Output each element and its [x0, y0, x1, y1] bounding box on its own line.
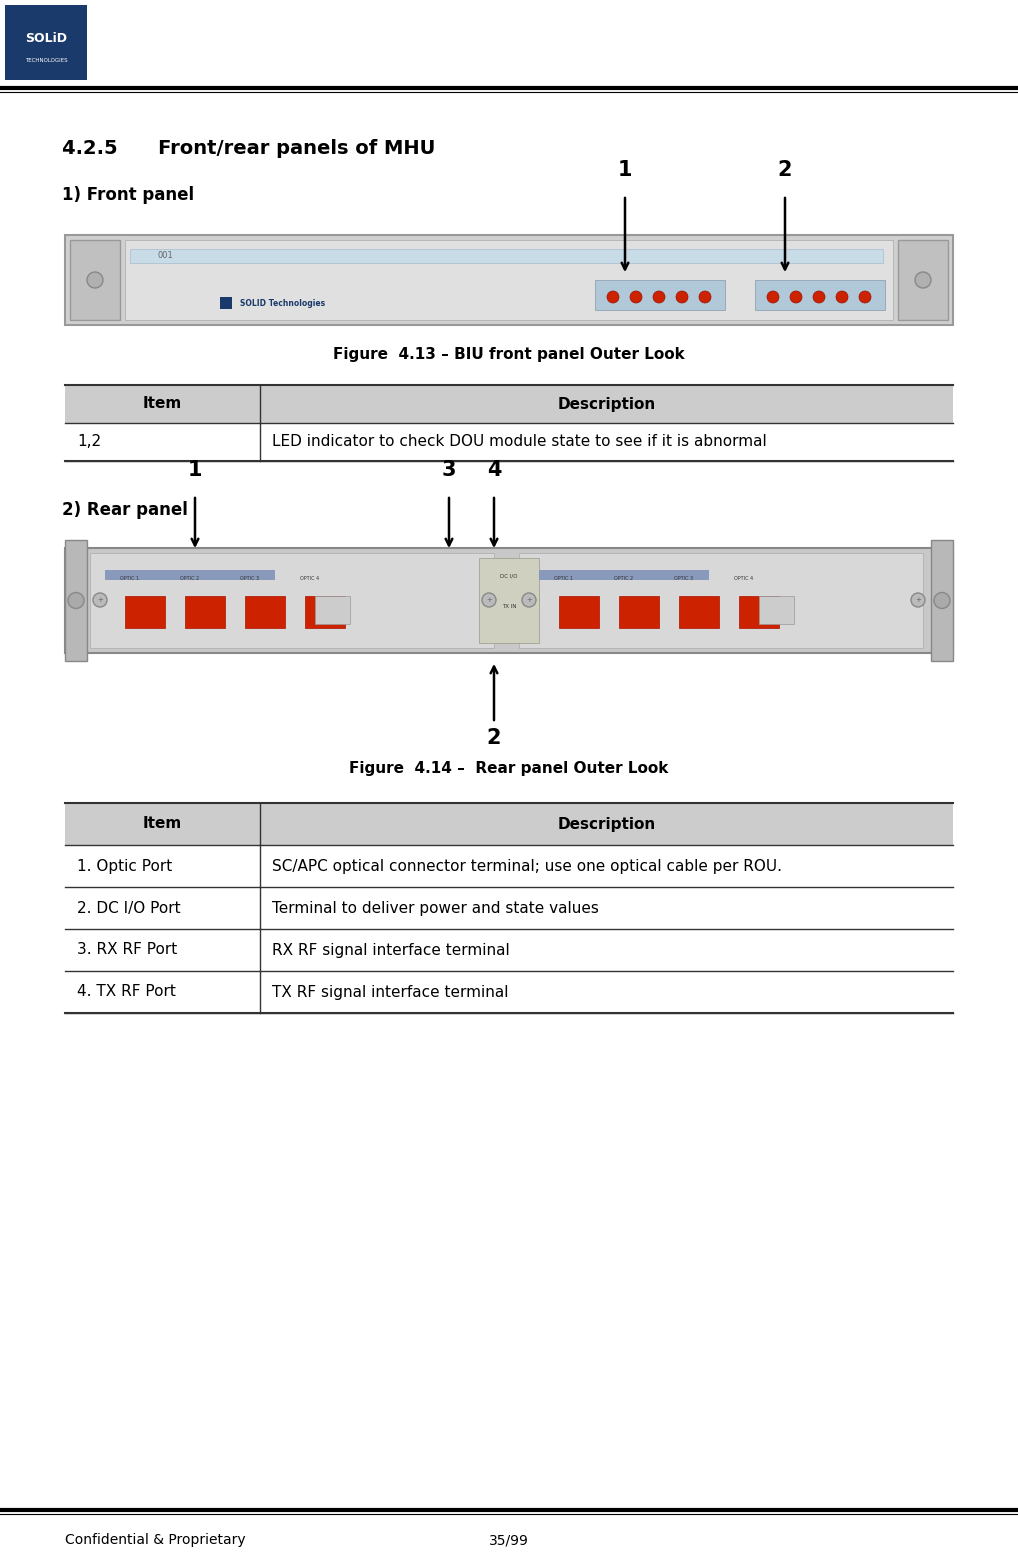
Circle shape	[68, 593, 84, 608]
Bar	[595, 279, 725, 310]
Text: OPTIC 2: OPTIC 2	[615, 576, 633, 580]
Circle shape	[934, 593, 950, 608]
Bar	[739, 596, 779, 629]
Text: 4: 4	[487, 460, 501, 480]
Bar	[539, 569, 709, 580]
Circle shape	[859, 292, 871, 303]
Bar	[65, 846, 953, 888]
Bar	[898, 240, 948, 320]
Bar	[759, 596, 794, 624]
Text: SOLiD: SOLiD	[25, 31, 67, 45]
Bar	[519, 552, 923, 647]
Text: OPTIC 1: OPTIC 1	[120, 576, 139, 580]
Text: DC I/O: DC I/O	[500, 574, 518, 579]
Bar	[931, 540, 953, 661]
Bar	[65, 540, 87, 661]
Text: RX RF signal interface terminal: RX RF signal interface terminal	[272, 942, 510, 958]
Bar	[65, 930, 953, 970]
Circle shape	[630, 292, 642, 303]
Text: OPTIC 4: OPTIC 4	[734, 576, 753, 580]
Bar	[70, 240, 120, 320]
Text: OPTIC 4: OPTIC 4	[300, 576, 320, 580]
Text: Figure  4.13 – BIU front panel Outer Look: Figure 4.13 – BIU front panel Outer Look	[333, 348, 685, 362]
Bar	[755, 279, 885, 310]
Text: 001: 001	[157, 251, 173, 259]
Bar	[559, 596, 599, 629]
Text: 1: 1	[187, 460, 203, 480]
Text: Figure  4.14 –  Rear panel Outer Look: Figure 4.14 – Rear panel Outer Look	[349, 761, 669, 775]
Circle shape	[813, 292, 825, 303]
Bar	[65, 236, 953, 324]
Text: OPTIC 3: OPTIC 3	[675, 576, 693, 580]
Text: SOLID Technologies: SOLID Technologies	[240, 298, 325, 307]
Text: TECHNOLOGIES: TECHNOLOGIES	[24, 58, 67, 62]
Text: 2. DC I/O Port: 2. DC I/O Port	[77, 900, 180, 916]
Text: OPTIC 1: OPTIC 1	[555, 576, 573, 580]
Circle shape	[915, 271, 931, 289]
Text: OPTIC 2: OPTIC 2	[180, 576, 200, 580]
Bar	[479, 558, 539, 643]
Text: +: +	[915, 597, 921, 604]
Bar	[65, 385, 953, 423]
Text: Item: Item	[143, 396, 182, 412]
Text: 1,2: 1,2	[77, 435, 101, 449]
Bar	[65, 803, 953, 846]
Circle shape	[607, 292, 619, 303]
Circle shape	[836, 292, 848, 303]
Bar	[125, 240, 893, 320]
Circle shape	[482, 593, 496, 607]
Text: 1: 1	[618, 161, 632, 179]
Circle shape	[911, 593, 925, 607]
Text: 4.2.5      Front/rear panels of MHU: 4.2.5 Front/rear panels of MHU	[62, 139, 436, 158]
Circle shape	[699, 292, 711, 303]
Bar	[245, 596, 285, 629]
Text: +: +	[526, 597, 532, 604]
Bar	[125, 596, 165, 629]
Text: 2: 2	[778, 161, 792, 179]
Text: 3. RX RF Port: 3. RX RF Port	[77, 942, 177, 958]
Bar	[5, 5, 87, 80]
Text: 2: 2	[487, 729, 501, 747]
Text: Description: Description	[558, 396, 656, 412]
Text: TX RF signal interface terminal: TX RF signal interface terminal	[272, 984, 509, 1000]
Bar	[65, 888, 953, 930]
Text: 2) Rear panel: 2) Rear panel	[62, 501, 188, 519]
Circle shape	[653, 292, 665, 303]
Bar	[315, 596, 350, 624]
Text: +: +	[486, 597, 492, 604]
Bar	[65, 548, 953, 654]
Bar	[185, 596, 225, 629]
Text: 4. TX RF Port: 4. TX RF Port	[77, 984, 176, 1000]
Text: TX IN: TX IN	[502, 604, 516, 608]
Text: Item: Item	[143, 816, 182, 831]
Text: OPTIC 3: OPTIC 3	[240, 576, 260, 580]
Text: LED indicator to check DOU module state to see if it is abnormal: LED indicator to check DOU module state …	[272, 435, 767, 449]
Circle shape	[522, 593, 536, 607]
Bar	[679, 596, 719, 629]
Circle shape	[87, 271, 103, 289]
Text: Description: Description	[558, 816, 656, 831]
Text: SC/APC optical connector terminal; use one optical cable per ROU.: SC/APC optical connector terminal; use o…	[272, 858, 782, 874]
Circle shape	[93, 593, 107, 607]
Bar	[90, 552, 494, 647]
Circle shape	[676, 292, 688, 303]
Circle shape	[767, 292, 779, 303]
Bar	[619, 596, 659, 629]
Text: 1. Optic Port: 1. Optic Port	[77, 858, 172, 874]
Text: 3: 3	[442, 460, 456, 480]
Bar	[305, 596, 345, 629]
Text: +: +	[97, 597, 103, 604]
Text: 35/99: 35/99	[489, 1533, 529, 1548]
Circle shape	[790, 292, 802, 303]
Bar	[105, 569, 275, 580]
Bar	[220, 296, 232, 309]
Bar	[65, 970, 953, 1012]
Text: Terminal to deliver power and state values: Terminal to deliver power and state valu…	[272, 900, 599, 916]
Text: Confidential & Proprietary: Confidential & Proprietary	[65, 1533, 245, 1548]
Bar	[130, 250, 883, 264]
Text: 1) Front panel: 1) Front panel	[62, 186, 194, 204]
Bar	[65, 423, 953, 462]
